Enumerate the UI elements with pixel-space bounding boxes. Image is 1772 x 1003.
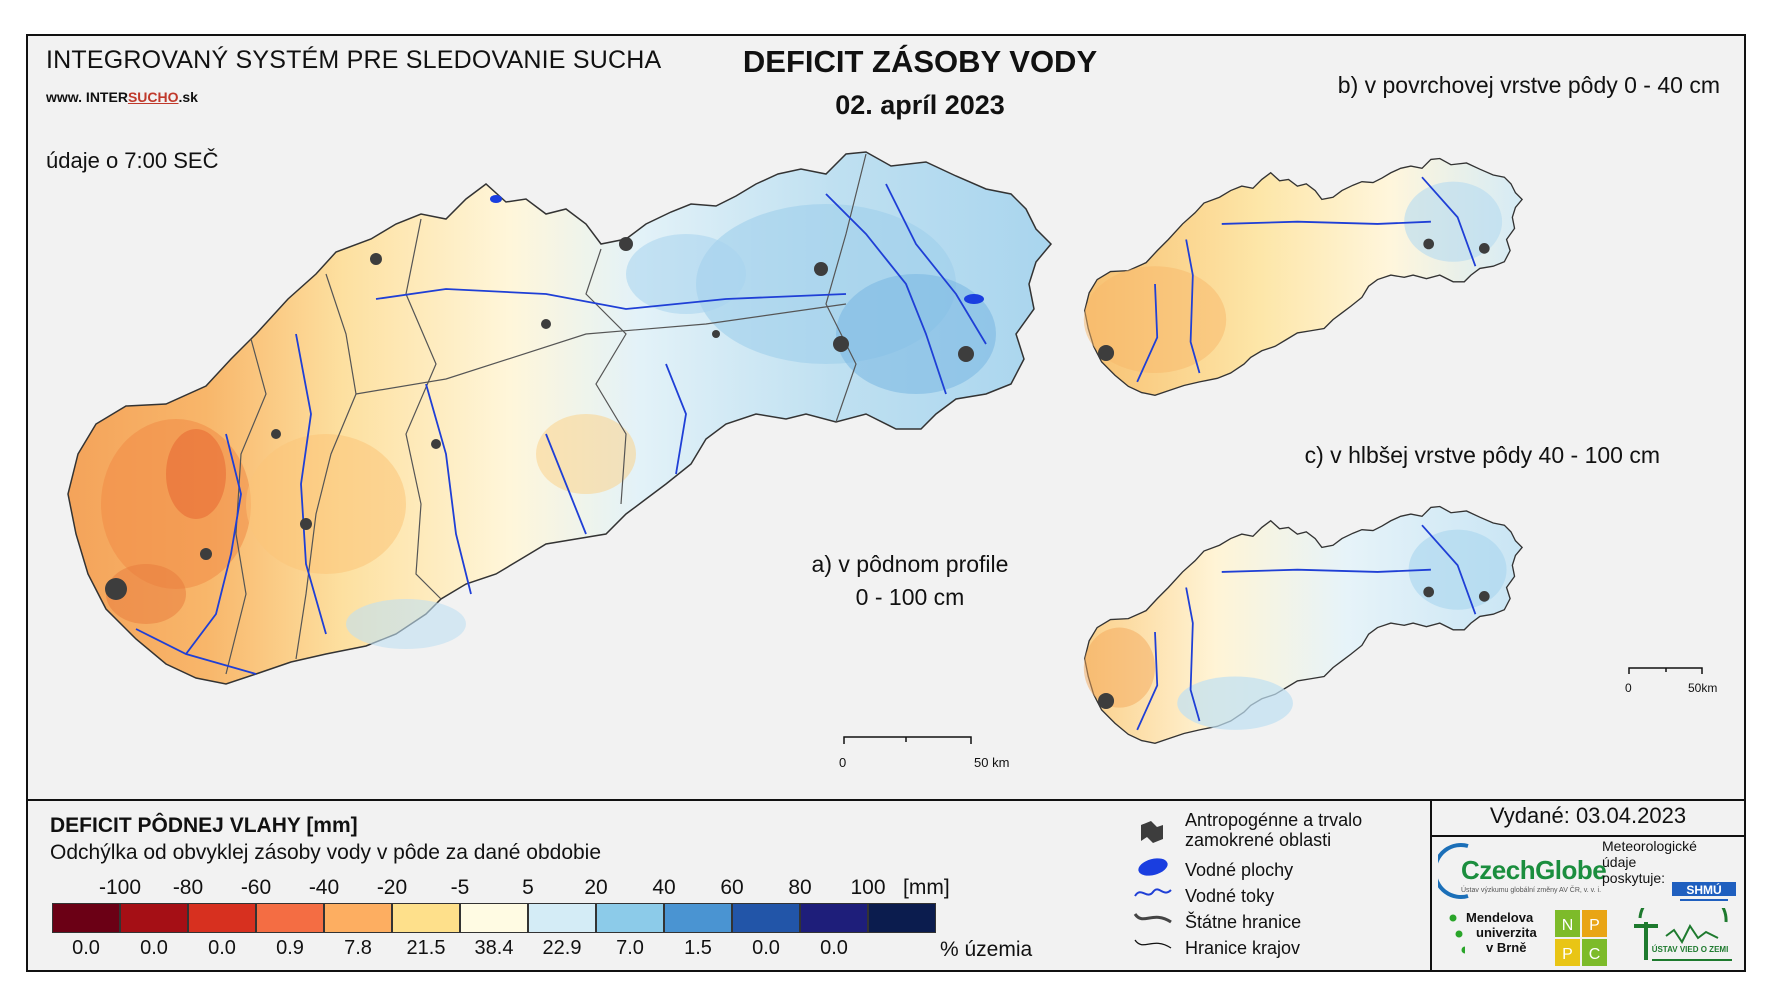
map-c bbox=[1083, 505, 1523, 744]
url-suffix: .sk bbox=[178, 89, 198, 105]
legend-swatch bbox=[596, 903, 664, 933]
legend-state-border: Štátne hranice bbox=[1185, 912, 1302, 932]
issued-date: Vydané: 03.04.2023 bbox=[1489, 803, 1687, 828]
shmu-text: SHMÚ bbox=[1686, 882, 1721, 897]
legend-percentage: 38.4 bbox=[474, 937, 514, 959]
uvz-text: ÚSTAV VIED O ZEMI bbox=[1652, 945, 1729, 954]
legend-water-bodies: Vodné plochy bbox=[1185, 860, 1294, 880]
legend-percentage: 7.0 bbox=[616, 937, 644, 959]
nppc-c: C bbox=[1589, 946, 1601, 963]
time-note: údaje o 7:00 SEČ bbox=[46, 148, 219, 173]
czechglobe-name: CzechGlobe bbox=[1461, 855, 1607, 885]
url-prefix: www. INTER bbox=[46, 89, 128, 105]
nppc-p1: P bbox=[1589, 917, 1600, 934]
legend-percentage: 7.8 bbox=[344, 937, 372, 959]
legend-percentage: 1.5 bbox=[684, 937, 712, 959]
map-a-label-line1: a) v pôdnom profile bbox=[811, 551, 1009, 577]
legend-percentage: 21.5 bbox=[406, 937, 446, 959]
meteo-line3: poskytuje: bbox=[1602, 870, 1666, 886]
legend-tick: 80 bbox=[788, 876, 812, 899]
legend-divider bbox=[26, 799, 1746, 801]
mendel-logo: Mendelova univerzita v Brně bbox=[1456, 910, 1537, 955]
map-a bbox=[67, 151, 1052, 685]
meteo-line1: Meteorologické bbox=[1602, 838, 1697, 854]
maps-canvas bbox=[67, 151, 1703, 744]
url-highlight: SUCHO bbox=[127, 89, 179, 105]
mendel-dots-icon bbox=[1449, 914, 1465, 954]
legend-percentage: 0.0 bbox=[752, 937, 780, 959]
map-b-label: b) v povrchovej vrstve pôdy 0 - 40 cm bbox=[1337, 72, 1720, 98]
legend-swatch bbox=[120, 903, 188, 933]
system-title: INTEGROVANÝ SYSTÉM PRE SLEDOVANIE SUCHA bbox=[46, 46, 662, 74]
map-date: 02. apríl 2023 bbox=[835, 90, 1005, 120]
legend-tick: 60 bbox=[720, 876, 744, 899]
legend-subtitle: Odchýlka od obvyklej zásoby vody v pôde … bbox=[50, 841, 602, 864]
system-url[interactable]: www. INTERSUCHO.sk bbox=[46, 89, 198, 105]
map-a-label: a) v pôdnom profile 0 - 100 cm bbox=[790, 548, 1030, 614]
legend-tick: 40 bbox=[652, 876, 676, 899]
nppc-n: N bbox=[1562, 917, 1574, 934]
mendel-line1: Mendelova bbox=[1466, 910, 1534, 925]
map-title: DEFICIT ZÁSOBY VODY bbox=[742, 44, 1098, 79]
legend-swatch bbox=[800, 903, 868, 933]
czechglobe-logo bbox=[1438, 843, 1469, 899]
scale-main-zero: 0 bbox=[839, 755, 847, 770]
legend-tick: -100 bbox=[98, 876, 142, 899]
legend-rivers: Vodné toky bbox=[1185, 886, 1275, 906]
water-body-icon bbox=[1138, 858, 1168, 876]
legend-tick: 5 bbox=[522, 876, 534, 899]
river-icon bbox=[1134, 888, 1172, 897]
legend-anthropogenic: Antropogénne a trvalo zamokrené oblasti bbox=[1185, 810, 1363, 850]
map-c-label: c) v hlbšej vrstve pôdy 40 - 100 cm bbox=[1304, 442, 1660, 468]
legend-tick: -20 bbox=[376, 876, 408, 899]
legend-tick: 20 bbox=[584, 876, 608, 899]
legend-swatch bbox=[52, 903, 120, 933]
mendel-line3: v Brně bbox=[1486, 940, 1527, 955]
legend-swatch bbox=[528, 903, 596, 933]
map-b bbox=[1083, 157, 1523, 396]
legend-tick: -60 bbox=[240, 876, 272, 899]
scale-small-end: 50km bbox=[1688, 681, 1718, 695]
meteo-credit: Meteorologické údaje poskytuje: bbox=[1602, 838, 1697, 886]
map-a-label-line2: 0 - 100 cm bbox=[855, 584, 965, 610]
scale-main-end: 50 km bbox=[974, 755, 1010, 770]
legend-swatch bbox=[460, 903, 528, 933]
legend-swatch bbox=[324, 903, 392, 933]
nppc-p2: P bbox=[1562, 946, 1573, 963]
legend-swatch bbox=[188, 903, 256, 933]
legend-swatch bbox=[256, 903, 324, 933]
legend-percent-unit: % územia bbox=[940, 938, 1033, 961]
regional-border-icon bbox=[1134, 939, 1172, 949]
legend-regional-border: Hranice krajov bbox=[1185, 938, 1301, 958]
issued-box bbox=[1430, 799, 1746, 972]
legend-tick: 100 bbox=[850, 876, 886, 899]
legend-percentage: 0.0 bbox=[208, 937, 236, 959]
legend-percentage: 0.9 bbox=[276, 937, 304, 959]
legend-tick: -5 bbox=[450, 876, 470, 899]
scale-bar-main bbox=[843, 736, 972, 744]
czechglobe-subtitle: Ústav výzkumu globální změny AV ČR, v. v… bbox=[1461, 887, 1602, 894]
state-border-icon bbox=[1133, 913, 1172, 924]
legend-swatch bbox=[664, 903, 732, 933]
anthropogenic-icon bbox=[1141, 821, 1163, 843]
legend-percentage: 0.0 bbox=[72, 937, 100, 959]
legend-swatch bbox=[732, 903, 800, 933]
meteo-line2: údaje bbox=[1602, 854, 1637, 870]
mendel-line2: univerzita bbox=[1476, 925, 1537, 940]
legend-unit: [mm] bbox=[903, 876, 950, 899]
legend-swatch bbox=[868, 903, 936, 933]
legend-percentage: 0.0 bbox=[820, 937, 848, 959]
legend-percentage: 0.0 bbox=[140, 937, 168, 959]
legend-tick: -40 bbox=[308, 876, 340, 899]
nppc-logo: N P P C bbox=[1555, 910, 1607, 966]
uvz-logo: ÚSTAV VIED O ZEMI bbox=[1634, 908, 1732, 961]
legend-percentage: 22.9 bbox=[542, 937, 582, 959]
shmu-logo: SHMÚ bbox=[1672, 882, 1736, 901]
legend-title: DEFICIT PÔDNEJ VLAHY [mm] bbox=[50, 814, 358, 837]
issued-divider bbox=[1430, 835, 1746, 837]
scale-small-zero: 0 bbox=[1625, 681, 1632, 695]
legend-tick: -80 bbox=[172, 876, 204, 899]
scale-bar-small bbox=[1628, 667, 1703, 674]
legend-swatch bbox=[392, 903, 460, 933]
